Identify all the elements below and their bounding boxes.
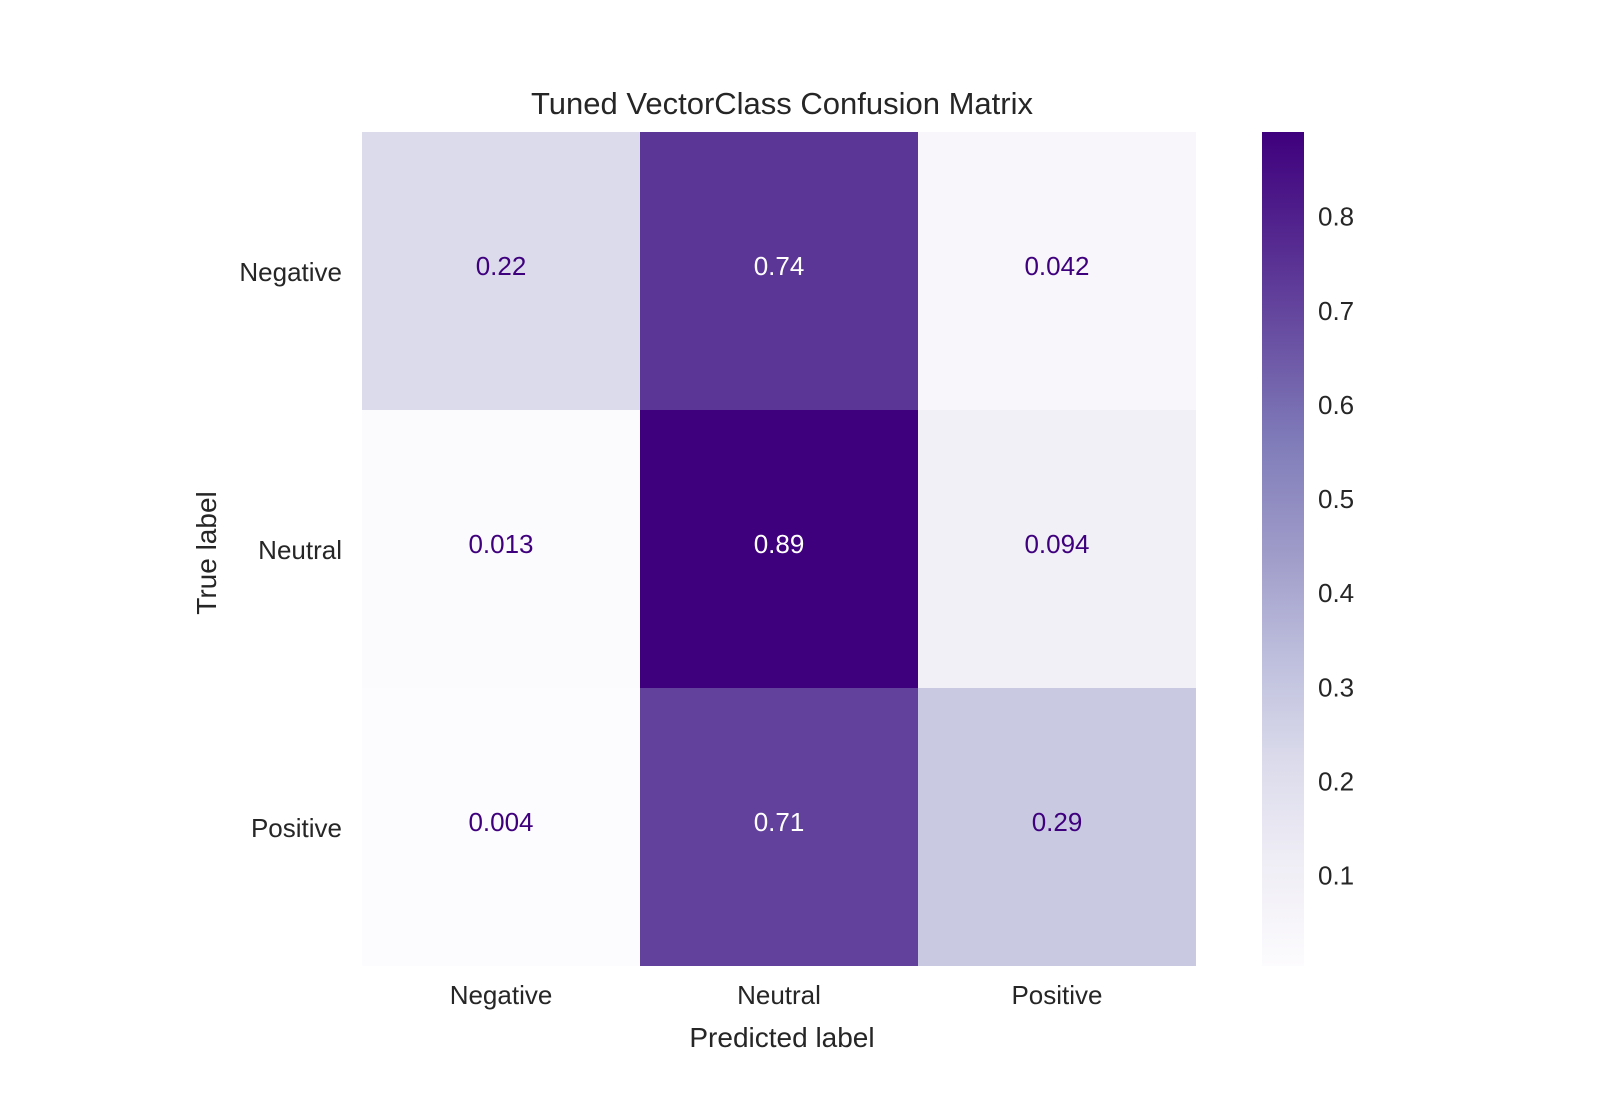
heatmap-cell-r1-c2 — [918, 410, 1196, 688]
heatmap-cell-r2-c0 — [362, 688, 640, 966]
colorbar-tick-label: 0.8 — [1318, 202, 1354, 232]
heatmap-cell-labels: 0.22 0.74 0.042 0.013 0.89 0.094 0.004 0.71 0.29 — [468, 251, 1089, 837]
colorbar-tick-labels: 0.1 0.2 0.3 0.4 0.5 0.6 0.7 0.8 — [1318, 202, 1354, 891]
cell-value-label-r1-c0: 0.013 — [468, 529, 533, 559]
heatmap-cell-r0-c1 — [640, 132, 918, 410]
colorbar-tick-label: 0.2 — [1318, 767, 1354, 797]
colorbar — [1262, 132, 1304, 966]
colorbar-tick-label: 0.6 — [1318, 390, 1354, 420]
heatmap-cell-r0-c0 — [362, 132, 640, 410]
cell-value-label-r0-c2: 0.042 — [1024, 251, 1089, 281]
cell-value-label-r0-c1: 0.74 — [754, 251, 805, 281]
colorbar-tick-label: 0.4 — [1318, 578, 1354, 608]
cell-value-label-r0-c0: 0.22 — [476, 251, 527, 281]
y-tick-labels: Negative Neutral Positive — [239, 257, 342, 843]
y-axis-label: True label — [191, 491, 222, 614]
heatmap-cell-r1-c1 — [640, 410, 918, 688]
colorbar-tick-label: 0.3 — [1318, 672, 1354, 702]
y-tick-label: Negative — [239, 257, 342, 287]
x-tick-label: Negative — [450, 980, 553, 1010]
x-tick-label: Positive — [1011, 980, 1102, 1010]
cell-value-label-r2-c1: 0.71 — [754, 807, 805, 837]
heatmap-cell-r2-c1 — [640, 688, 918, 966]
chart-title: Tuned VectorClass Confusion Matrix — [531, 86, 1033, 121]
y-tick-label: Neutral — [258, 535, 342, 565]
cell-value-label-r1-c2: 0.094 — [1024, 529, 1089, 559]
heatmap-cell-r0-c2 — [918, 132, 1196, 410]
heatmap-cell-r2-c2 — [918, 688, 1196, 966]
x-tick-label: Neutral — [737, 980, 821, 1010]
colorbar-tick-label: 0.1 — [1318, 861, 1354, 891]
cell-value-label-r2-c0: 0.004 — [468, 807, 533, 837]
heatmap-cells — [362, 132, 1196, 966]
heatmap-cell-r1-c0 — [362, 410, 640, 688]
y-tick-label: Positive — [251, 813, 342, 843]
colorbar-tick-label: 0.7 — [1318, 296, 1354, 326]
x-axis-label: Predicted label — [689, 1022, 874, 1053]
cell-value-label-r1-c1: 0.89 — [754, 529, 805, 559]
colorbar-tick-label: 0.5 — [1318, 484, 1354, 514]
x-tick-labels: Negative Neutral Positive — [450, 980, 1103, 1010]
cell-value-label-r2-c2: 0.29 — [1032, 807, 1083, 837]
